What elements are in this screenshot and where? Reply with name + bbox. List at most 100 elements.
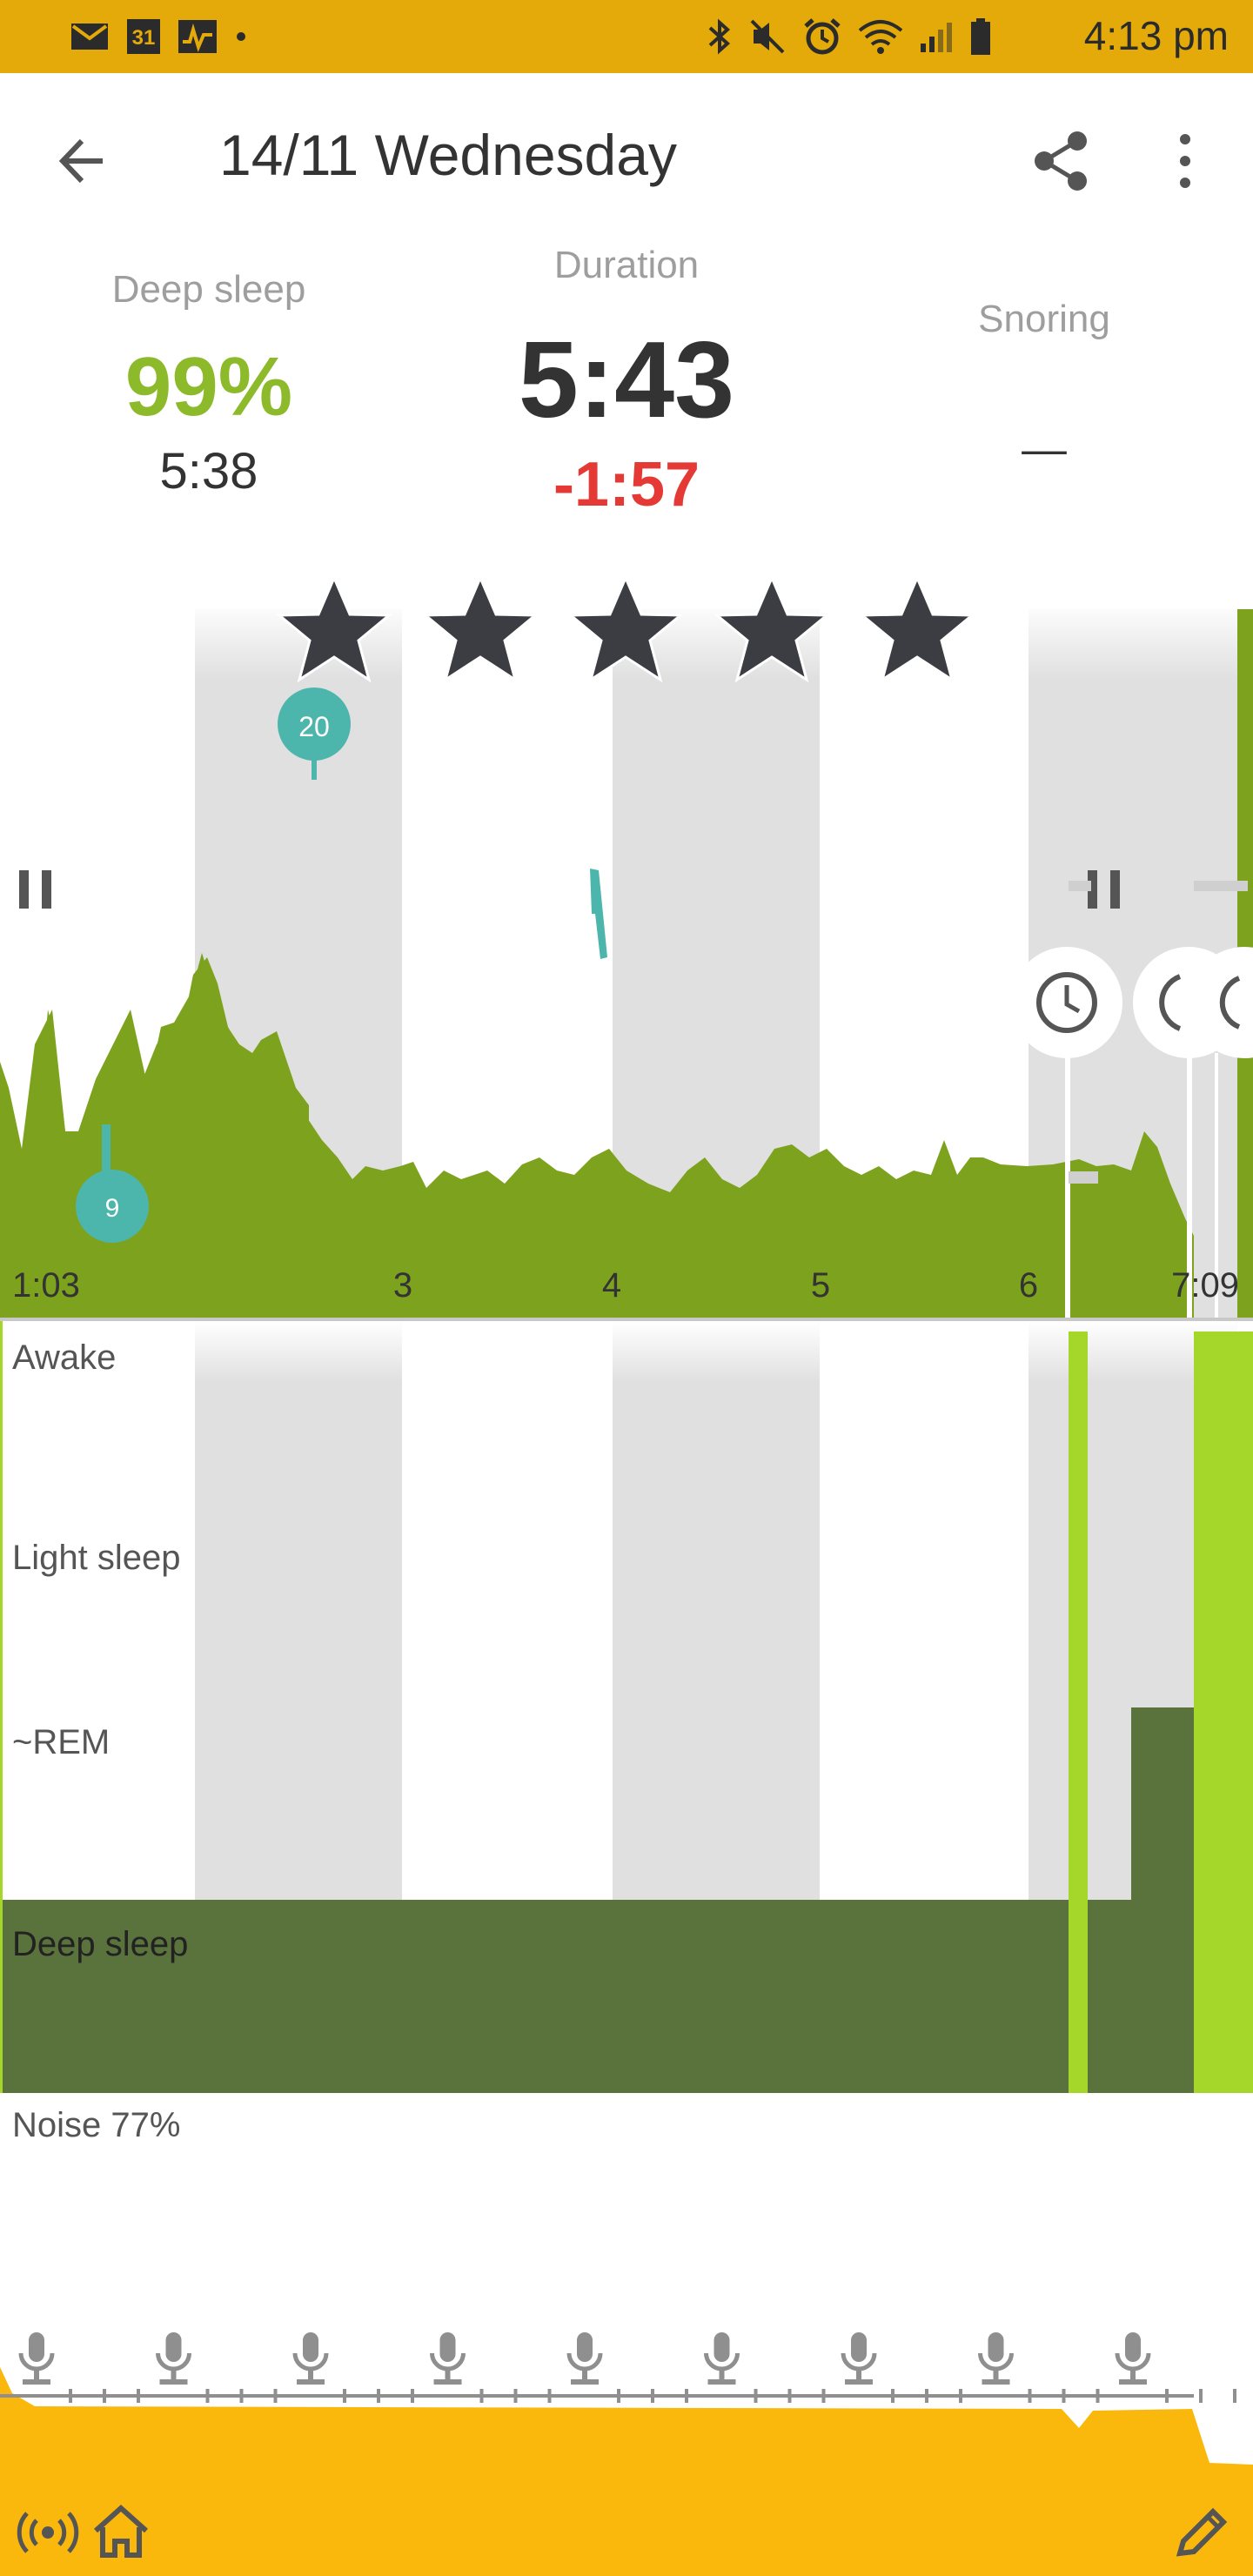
noise-tick — [103, 2389, 106, 2403]
noise-tick — [513, 2389, 518, 2403]
hypnogram-chart[interactable] — [0, 1321, 1253, 2096]
star-icon[interactable] — [424, 576, 537, 681]
microphone-icon[interactable] — [292, 2332, 329, 2385]
noise-area — [0, 2367, 1253, 2498]
mute-icon — [750, 19, 785, 54]
mail-icon — [71, 23, 108, 50]
dot-icon — [237, 32, 245, 41]
duration-label: Duration — [553, 244, 700, 286]
rating-stars[interactable] — [0, 566, 1253, 696]
phase-light-sleep-label: Light sleep — [12, 1539, 181, 1577]
duration-diff: -1:57 — [553, 450, 700, 520]
marker-label: 20 — [298, 711, 330, 742]
noise-tick — [651, 2389, 654, 2403]
noise-chart[interactable] — [0, 2306, 1253, 2498]
alarm-marker[interactable] — [1011, 947, 1122, 1058]
hour-band — [613, 1321, 820, 1900]
microphone-icon[interactable] — [841, 2332, 877, 2385]
deep-sleep-block — [0, 1900, 1194, 2093]
phase-rem-label: ~REM — [12, 1723, 111, 1761]
bluetooth-icon — [708, 18, 730, 55]
microphone-icon[interactable] — [704, 2332, 740, 2385]
alarm-marker[interactable] — [1189, 947, 1253, 1058]
share-button[interactable] — [1023, 122, 1102, 200]
activity-icon — [178, 20, 217, 53]
noise-tick — [1028, 2389, 1032, 2403]
deep-sleep-label: Deep sleep — [111, 268, 306, 311]
noise-tick — [891, 2389, 895, 2403]
tag-mark — [590, 869, 607, 959]
awake-bar — [1194, 1332, 1253, 2093]
noise-tick — [1165, 2389, 1169, 2403]
edit-icon[interactable] — [1171, 2505, 1232, 2562]
pause-icon — [19, 870, 51, 909]
rem-block — [1131, 1707, 1194, 1900]
alarm-icon — [804, 18, 841, 55]
back-button[interactable] — [47, 122, 125, 200]
deep-sleep-percent: 99% — [124, 340, 293, 433]
marker-label: 9 — [105, 1194, 120, 1223]
microphone-icon[interactable] — [566, 2332, 603, 2385]
microphone-icon[interactable] — [430, 2332, 466, 2385]
noise-tick — [239, 2389, 244, 2403]
star-icon[interactable] — [278, 576, 391, 681]
phase-awake-label: Awake — [12, 1338, 117, 1377]
microphone-icon[interactable] — [18, 2332, 55, 2385]
phase-deep-sleep-label: Deep sleep — [12, 1925, 189, 1963]
star-icon[interactable] — [715, 576, 828, 681]
noise-tick — [1096, 2389, 1100, 2403]
heart-rate-marker[interactable]: 9 — [76, 1124, 149, 1243]
duration-value: 5:43 — [518, 320, 735, 440]
status-bar: 31 4:13 pm — [0, 0, 1253, 73]
event-line — [1215, 1053, 1218, 1318]
page-title: 14/11 Wednesday — [219, 123, 677, 187]
sleep-graph[interactable]: 20 9 1:03 3 4 5 6 7:09 — [0, 600, 1253, 1323]
noise-tick — [273, 2389, 278, 2403]
clock-icon — [1219, 976, 1241, 1030]
noise-tick — [754, 2389, 758, 2403]
noise-tick — [1062, 2389, 1066, 2403]
signal-icon — [921, 23, 952, 52]
noise-tick — [685, 2389, 688, 2403]
awake-bar — [1069, 1332, 1088, 2093]
deep-sleep-time: 5:38 — [159, 443, 258, 500]
noise-tick — [1233, 2389, 1236, 2403]
event-line — [1065, 1053, 1070, 1318]
status-left-icons: 31 — [70, 16, 247, 57]
home-icon[interactable] — [90, 2503, 151, 2560]
wifi-icon — [858, 20, 903, 54]
heart-rate-marker[interactable]: 20 — [278, 688, 351, 780]
star-icon[interactable] — [861, 576, 974, 681]
microphone-icon[interactable] — [156, 2332, 191, 2385]
more-vert-icon — [1180, 134, 1190, 188]
clock-icon — [1036, 972, 1097, 1033]
status-time: 4:13 pm — [1083, 13, 1229, 58]
noise-tick — [547, 2389, 552, 2403]
noise-tick — [925, 2389, 928, 2403]
event-line — [1187, 1053, 1192, 1318]
noise-tick — [959, 2389, 962, 2403]
more-options-button[interactable] — [1150, 122, 1220, 200]
snooze-hatch — [1069, 881, 1091, 891]
noise-tick — [479, 2389, 484, 2403]
snooze-hatch — [1194, 881, 1248, 891]
time-label: 6 — [1019, 1266, 1038, 1305]
time-label: 5 — [811, 1266, 830, 1305]
back-arrow-icon — [58, 138, 103, 184]
snooze-hatch — [1069, 1171, 1098, 1184]
noise-tick — [821, 2389, 826, 2403]
graph-divider — [0, 1318, 1253, 1321]
microphone-icon[interactable] — [978, 2332, 1014, 2385]
time-label: 7:09 — [1171, 1266, 1239, 1305]
star-icon[interactable] — [569, 576, 682, 681]
noise-tick — [411, 2389, 414, 2403]
noise-tick — [205, 2389, 210, 2403]
microphone-icon[interactable] — [1115, 2332, 1151, 2385]
bottom-bar — [0, 2489, 1253, 2576]
top-fade — [0, 1321, 1253, 1382]
hour-band — [195, 1321, 402, 1900]
clock-icon — [1159, 974, 1182, 1031]
battery-icon — [971, 18, 990, 55]
broadcast-icon[interactable] — [16, 2508, 80, 2557]
left-axis — [0, 1321, 3, 2093]
